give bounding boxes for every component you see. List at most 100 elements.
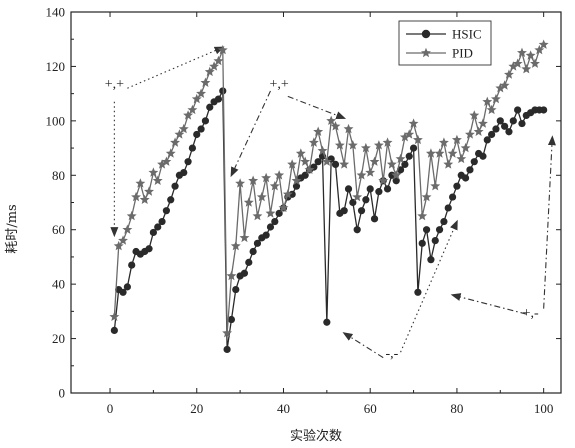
data-point-pid	[451, 134, 462, 145]
data-point-pid	[421, 191, 432, 202]
data-point-hsic	[392, 177, 400, 185]
y-tick-label: 140	[46, 5, 66, 20]
data-point-hsic	[184, 158, 192, 166]
data-point-hsic	[128, 261, 136, 269]
data-point-pid	[230, 240, 241, 251]
data-point-hsic	[323, 318, 331, 326]
data-point-pid	[408, 118, 419, 128]
data-point-pid	[291, 175, 302, 185]
data-point-pid	[161, 156, 172, 166]
annotation-arrow	[287, 95, 347, 119]
data-point-pid	[187, 104, 198, 115]
data-point-pid	[447, 148, 458, 158]
data-point-pid	[196, 88, 207, 98]
data-point-hsic	[188, 144, 197, 152]
data-point-pid	[538, 39, 549, 49]
data-point-pid	[174, 129, 185, 139]
data-point-hsic	[509, 117, 517, 125]
data-point-pid	[269, 180, 280, 191]
data-point-pid	[300, 156, 311, 166]
data-point-hsic	[340, 207, 348, 215]
x-tick-label: 40	[277, 401, 290, 416]
data-point-pid	[499, 80, 510, 90]
data-point-hsic	[353, 226, 361, 234]
data-point-hsic	[167, 196, 175, 204]
data-point-hsic	[201, 117, 210, 125]
data-point-hsic	[214, 95, 223, 103]
annotation-arrow	[230, 90, 271, 178]
data-point-pid	[369, 156, 380, 166]
data-point-hsic	[357, 207, 366, 215]
series-line-pid	[113, 44, 545, 334]
data-point-pid	[152, 175, 163, 185]
data-point-pid	[469, 110, 480, 120]
data-point-pid	[191, 93, 202, 104]
data-point-pid	[530, 58, 540, 68]
data-point-pid	[217, 44, 228, 55]
data-point-pid	[473, 126, 484, 136]
data-point-hsic	[483, 136, 491, 144]
annotation-arrow	[400, 219, 458, 353]
data-point-hsic	[149, 228, 157, 237]
data-point-pid	[261, 172, 272, 183]
data-point-hsic	[435, 226, 444, 234]
data-point-pid	[122, 224, 133, 234]
data-point-pid	[200, 77, 211, 87]
data-point-pid	[248, 175, 259, 185]
y-tick-label: 60	[52, 222, 65, 237]
legend-marker-hsic	[421, 29, 431, 39]
data-point-pid	[521, 63, 532, 74]
annotation-label: -,-	[385, 347, 398, 362]
data-point-pid	[508, 61, 519, 71]
data-point-pid	[356, 170, 367, 180]
data-point-pid	[239, 232, 250, 243]
series-layer	[109, 39, 549, 354]
data-point-hsic	[232, 285, 240, 294]
data-point-pid	[373, 140, 384, 150]
y-tick-label: 0	[59, 386, 66, 401]
data-point-pid	[287, 159, 298, 169]
data-point-hsic	[383, 185, 392, 193]
data-point-pid	[183, 110, 194, 120]
data-point-hsic	[444, 204, 452, 212]
data-point-pid	[456, 153, 467, 164]
data-point-pid	[347, 140, 358, 150]
data-point-hsic	[431, 237, 439, 245]
annotation-layer: +,+ +,+ -,- +,-	[105, 46, 556, 362]
data-point-pid	[118, 235, 128, 245]
data-point-hsic	[145, 245, 153, 253]
data-point-pid	[360, 142, 371, 153]
data-point-hsic	[180, 168, 188, 177]
data-point-hsic	[110, 326, 118, 335]
data-point-hsic	[514, 106, 522, 114]
data-point-hsic	[206, 103, 214, 111]
data-point-pid	[256, 191, 267, 202]
data-point-hsic	[366, 185, 374, 193]
data-point-pid	[339, 159, 350, 169]
data-point-pid	[222, 327, 233, 338]
x-tick-label: 60	[364, 401, 377, 416]
data-point-pid	[265, 208, 276, 218]
data-point-pid	[139, 194, 150, 204]
data-point-pid	[157, 159, 168, 169]
data-point-pid	[478, 118, 488, 128]
data-point-hsic	[331, 160, 340, 168]
data-point-pid	[395, 153, 406, 164]
data-point-pid	[213, 55, 224, 66]
data-point-pid	[430, 180, 441, 191]
data-point-hsic	[540, 106, 548, 114]
data-point-hsic	[266, 223, 275, 231]
data-point-pid	[178, 123, 189, 134]
data-point-hsic	[262, 231, 270, 239]
data-point-hsic	[158, 217, 166, 226]
data-point-pid	[378, 175, 389, 185]
data-point-hsic	[518, 119, 526, 128]
data-point-pid	[486, 104, 497, 115]
y-tick-label: 120	[46, 59, 66, 74]
annotation-arrow	[450, 293, 527, 315]
y-axis-title: 耗时/ms	[5, 204, 20, 253]
annotation-label: +,-	[523, 306, 539, 321]
annotation-label: +,+	[269, 77, 288, 92]
data-point-pid	[438, 137, 449, 147]
data-point-pid	[113, 240, 124, 251]
